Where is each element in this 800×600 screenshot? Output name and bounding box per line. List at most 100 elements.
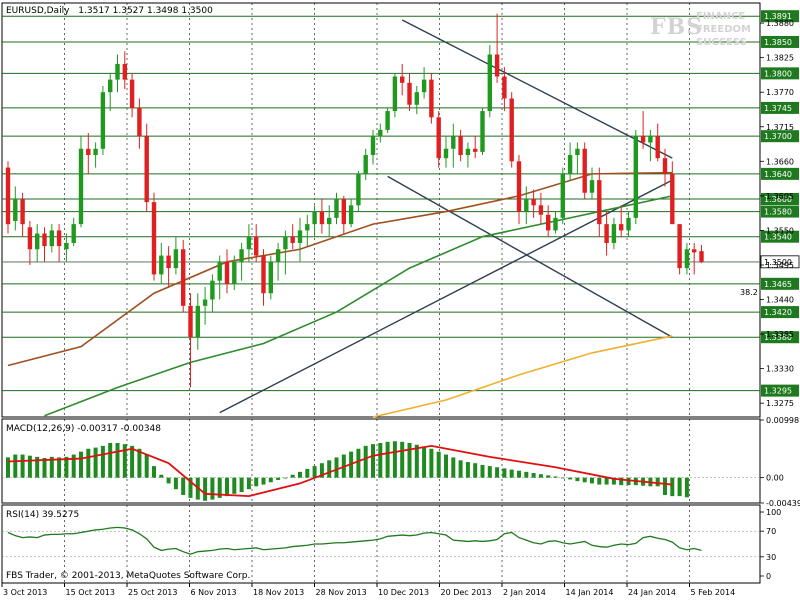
macd-histogram-bar [298, 471, 302, 478]
level-price-box [761, 331, 799, 344]
macd-tick-label: 0.00998 [766, 416, 799, 425]
candle-body [151, 202, 157, 275]
price-tick-label: 1.3550 [766, 226, 794, 235]
candle-body [546, 214, 551, 231]
macd-histogram-bar [27, 455, 32, 478]
candle-body [509, 98, 514, 162]
level-price-label: 1.3420 [764, 308, 792, 317]
macd-histogram-bar [210, 477, 215, 500]
macd-histogram-bar [203, 477, 208, 501]
candle-body [224, 261, 230, 284]
macd-histogram-bar [385, 441, 390, 478]
macd-histogram-bar [582, 477, 587, 483]
macd-histogram-bar [327, 460, 332, 478]
macd-histogram-bar [159, 474, 164, 478]
candle-body [115, 63, 120, 80]
candle-body [553, 217, 558, 231]
candle-body [319, 211, 325, 225]
macd-histogram-bar [115, 442, 120, 478]
candle-body [71, 224, 76, 243]
level-price-box [761, 306, 799, 319]
candle-body [531, 199, 536, 206]
time-label: 2 Jan 2014 [503, 588, 546, 597]
candle-body [670, 173, 675, 225]
macd-histogram-bar [137, 448, 142, 478]
candle-body [188, 305, 193, 338]
macd-histogram-bar [71, 454, 76, 478]
ohlc-values: 1.3517 1.3527 1.3498 1.3500 [78, 6, 213, 16]
candle-body [341, 199, 346, 225]
macd-histogram-bar [305, 468, 310, 478]
level-price-label: 1.3580 [764, 208, 792, 217]
candle-body [108, 79, 113, 93]
level-price-label: 1.3295 [764, 387, 792, 396]
candles [5, 13, 704, 388]
candle-body [662, 158, 668, 174]
candle-body [42, 233, 47, 247]
level-price-label: 1.3540 [764, 233, 792, 242]
candle-body [560, 173, 565, 218]
macd-title: MACD(12,26,9) -0.00317 -0.00348 [6, 424, 161, 434]
price-tick-label: 1.3495 [766, 261, 794, 270]
candle-body [436, 117, 441, 159]
candle-body [254, 236, 259, 256]
macd-histogram-bar [144, 454, 149, 478]
macd-histogram-bar [487, 466, 492, 478]
macd-histogram-bar [35, 456, 40, 478]
time-label: 5 Feb 2014 [691, 588, 736, 597]
macd-histogram-bar [597, 477, 602, 485]
macd-histogram-bar [560, 477, 565, 479]
candle-body [283, 236, 288, 250]
macd-histogram-bar [93, 447, 98, 478]
macd-histogram-bar [181, 477, 186, 495]
macd-histogram-bar [575, 477, 580, 482]
macd-histogram-bar [670, 477, 675, 497]
candle-body [400, 76, 405, 83]
macd-histogram-bar [444, 454, 448, 478]
time-label: 24 Jan 2014 [628, 588, 676, 597]
candle-body [370, 136, 376, 156]
candle-body [677, 224, 682, 269]
fib-label: 38.2 [740, 288, 758, 297]
candle-body [356, 173, 361, 206]
macd-histogram-bar [246, 477, 251, 490]
trend-lines [219, 19, 673, 414]
candle-body [465, 148, 471, 156]
candle-body [217, 261, 222, 281]
rsi-tick-label: 0 [766, 572, 771, 581]
macd-histogram-bar [100, 445, 105, 478]
candle-body [378, 129, 383, 137]
level-price-box [761, 193, 799, 206]
macd-histogram-bar [166, 477, 171, 484]
candle-body [582, 148, 587, 193]
macd-histogram-bar [64, 456, 69, 478]
candle-body [363, 155, 368, 174]
price-tick-label: 1.3770 [766, 88, 794, 97]
time-label: 10 Dec 2013 [378, 588, 429, 597]
candle-body [20, 199, 25, 225]
macd-histogram-bar [217, 477, 222, 498]
candle-body [619, 224, 624, 231]
candle-body [502, 76, 507, 99]
time-label: 3 Oct 2013 [3, 588, 47, 597]
candle-body [64, 242, 69, 250]
level-price-label: 1.3465 [764, 280, 792, 289]
macd-histogram-bar [232, 477, 237, 494]
macd-histogram-bar [13, 454, 18, 478]
candle-body [173, 249, 179, 269]
candle-body [589, 180, 595, 193]
candle-body [275, 249, 281, 262]
candle-body [129, 79, 135, 108]
price-tick-label: 1.3605 [766, 192, 794, 201]
candle-body [290, 236, 295, 243]
trend-line [401, 19, 673, 159]
candle-body [567, 155, 573, 174]
candle-body [166, 255, 171, 269]
macd-histogram-bar [502, 468, 507, 478]
moving-average-line [7, 171, 673, 367]
macd-histogram-bar [626, 477, 631, 486]
macd-histogram-bar [254, 477, 259, 487]
macd-histogram-bar [538, 474, 543, 478]
candle-body [246, 236, 252, 250]
